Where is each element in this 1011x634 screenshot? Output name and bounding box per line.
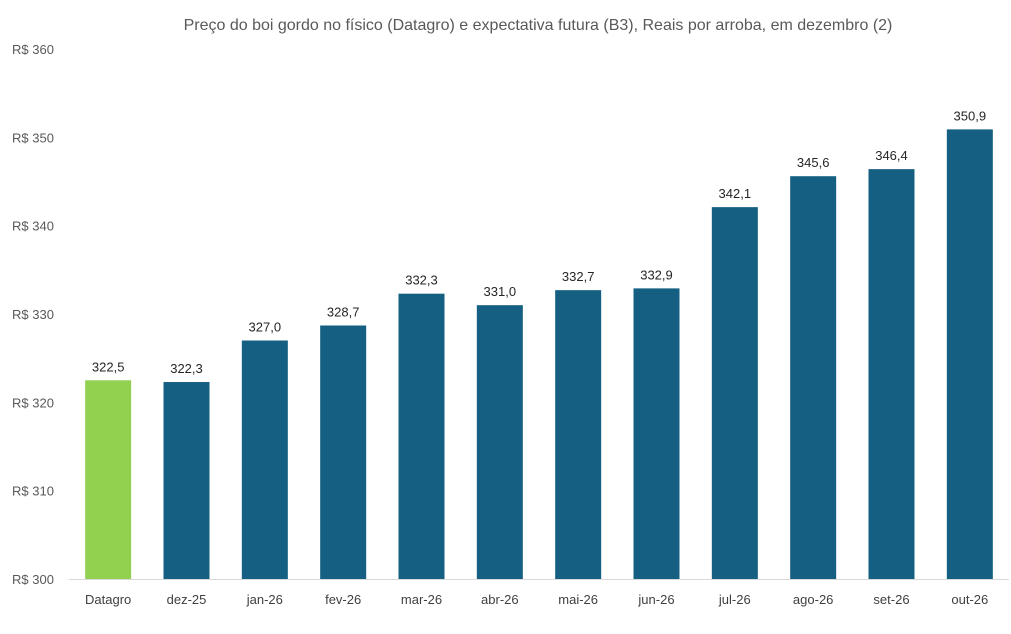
bar-series: [85, 129, 993, 579]
data-label: 327,0: [249, 320, 282, 335]
bar-out-26: [946, 129, 993, 579]
data-label: 332,3: [405, 273, 438, 288]
data-labels: 322,5 322,3 327,0 328,7 332,3 331,0 332,7 332,9…: [92, 108, 986, 376]
bar-abr-26: [476, 305, 523, 579]
x-tick-label: ago-26: [793, 592, 833, 607]
x-tick-label: out-26: [951, 592, 988, 607]
y-tick-label: R$ 340: [12, 219, 54, 234]
x-tick-label: jul-26: [718, 592, 751, 607]
bar-mai-26: [555, 290, 602, 579]
x-tick-label: mar-26: [401, 592, 442, 607]
bar-set-26: [868, 169, 915, 579]
x-tick-label: fev-26: [325, 592, 361, 607]
y-tick-label: R$ 310: [12, 484, 54, 499]
x-tick-label: jan-26: [246, 592, 283, 607]
y-tick-label: R$ 360: [12, 42, 54, 57]
bar-jun-26: [633, 288, 680, 579]
y-tick-label: R$ 350: [12, 130, 54, 145]
x-tick-label: abr-26: [481, 592, 519, 607]
data-label: 322,3: [170, 361, 203, 376]
y-tick-label: R$ 330: [12, 307, 54, 322]
data-label: 331,0: [484, 284, 517, 299]
x-tick-label: dez-25: [167, 592, 207, 607]
data-label: 322,5: [92, 359, 125, 374]
data-label: 345,6: [797, 155, 830, 170]
data-label: 342,1: [719, 186, 752, 201]
data-label: 328,7: [327, 304, 360, 319]
bar-jul-26: [711, 207, 758, 579]
bar-jan-26: [241, 340, 288, 579]
x-tick-label: jun-26: [637, 592, 674, 607]
y-tick-label: R$ 300: [12, 572, 54, 587]
data-label: 350,9: [954, 108, 987, 123]
x-axis: Datagro dez-25 jan-26 fev-26 mar-26 abr-26 mai…: [69, 579, 1009, 607]
chart-title: Preço do boi gordo no físico (Datagro) e…: [184, 17, 893, 34]
y-tick-label: R$ 320: [12, 395, 54, 410]
x-tick-label: Datagro: [85, 592, 131, 607]
data-label: 346,4: [875, 148, 908, 163]
data-label: 332,9: [640, 267, 673, 282]
bar-fev-26: [320, 325, 367, 579]
x-tick-label: set-26: [873, 592, 909, 607]
bar-ago-26: [790, 176, 837, 579]
data-label: 332,7: [562, 269, 595, 284]
bar-datagro: [85, 380, 132, 579]
y-axis: R$ 300 R$ 310 R$ 320 R$ 330 R$ 340 R$ 350 R$ 3…: [12, 42, 54, 587]
x-tick-label: mai-26: [558, 592, 598, 607]
bar-mar-26: [398, 293, 445, 579]
bar-dez-25: [163, 382, 210, 579]
